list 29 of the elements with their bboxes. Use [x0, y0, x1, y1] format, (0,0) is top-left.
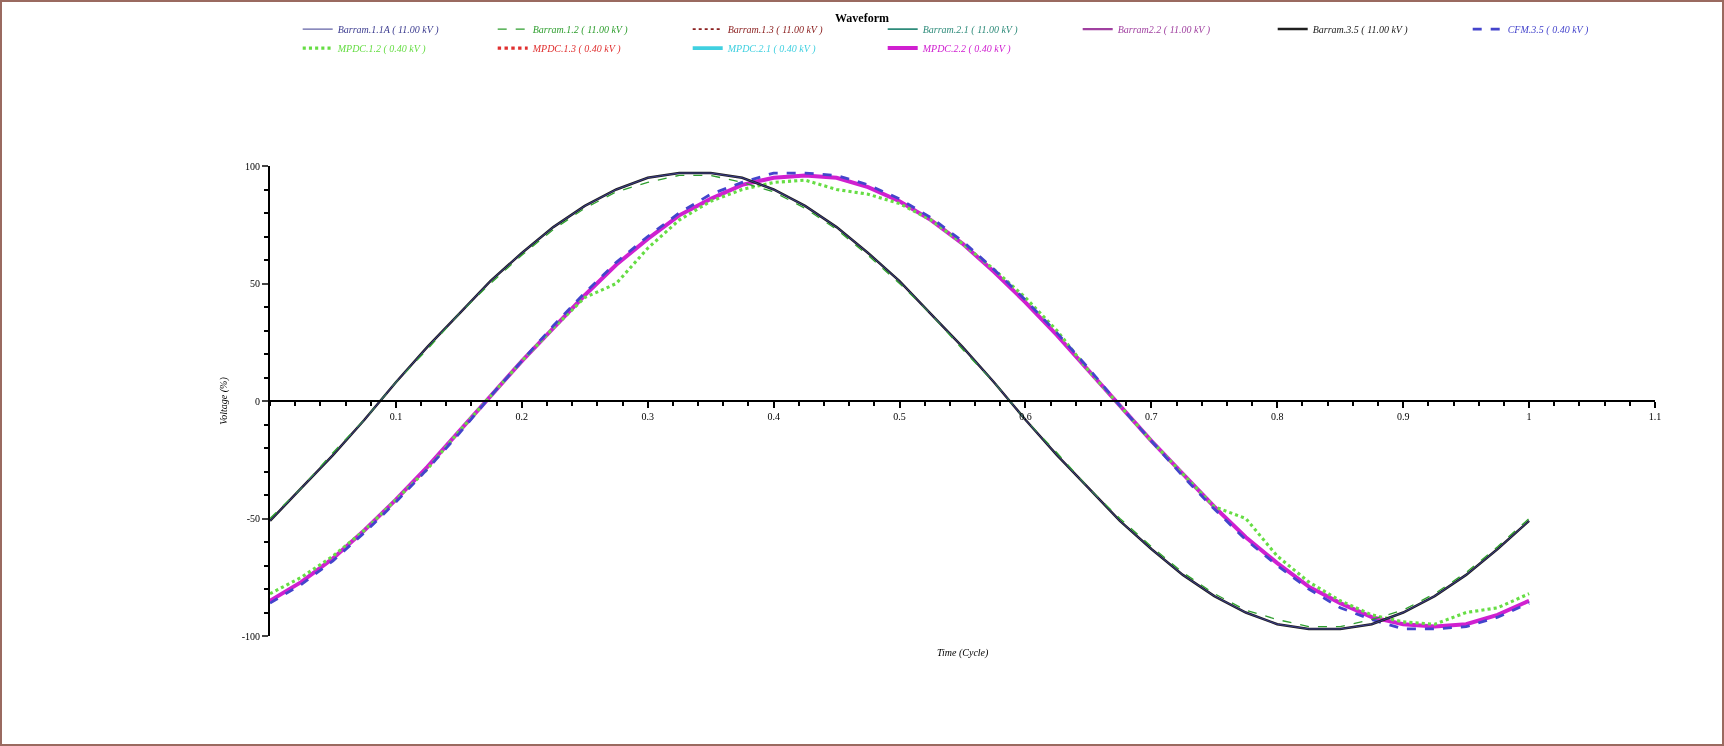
- x-tick-label: 1: [1526, 411, 1532, 422]
- x-tick-label: 0.3: [641, 411, 654, 422]
- legend-label: MPDC.1.2 ( 0.40 kV ): [336, 43, 427, 55]
- chart-title: Waveform: [835, 10, 889, 25]
- legend-label: Barram.2.1 ( 11.00 kV ): [922, 24, 1019, 36]
- x-tick-label: 0.2: [515, 411, 529, 422]
- x-tick-label: 0.4: [767, 411, 780, 422]
- legend-label: Barram.3.5 ( 11.00 kV ): [1312, 24, 1409, 36]
- legend-label: MPDC.2.1 ( 0.40 kV ): [726, 43, 817, 55]
- legend-label: CFM.3.5 ( 0.40 kV ): [1507, 24, 1589, 36]
- legend-label: Barram.1.3 ( 11.00 kV ): [727, 24, 824, 36]
- x-tick-label: 0.7: [1145, 411, 1158, 422]
- x-tick-label: 0.8: [1271, 411, 1284, 422]
- legend-label: Barram.1.1A ( 11.00 kV ): [337, 24, 440, 36]
- legend-label: Barram.1.2 ( 11.00 kV ): [532, 24, 629, 36]
- x-tick-label: 0.9: [1396, 411, 1410, 422]
- legend-label: MPDC.2.2 ( 0.40 kV ): [921, 43, 1012, 55]
- y-tick-label: 100: [245, 160, 260, 172]
- y-tick-label: 50: [250, 278, 260, 289]
- x-axis-title: Time (Cycle): [937, 647, 990, 659]
- y-axis-title: Voltage (%): [218, 376, 231, 425]
- y-tick-label: -50: [246, 513, 260, 524]
- legend-label: MPDC.1.3 ( 0.40 kV ): [531, 43, 622, 55]
- x-tick-label: 0.1: [389, 411, 403, 422]
- y-tick-label: 0: [255, 395, 260, 407]
- x-tick-label: 0.5: [893, 411, 906, 422]
- x-tick-label: 1.1: [1648, 411, 1662, 422]
- y-tick-label: -100: [241, 630, 260, 642]
- legend-label: Barram2.2 ( 11.00 kV ): [1117, 24, 1211, 36]
